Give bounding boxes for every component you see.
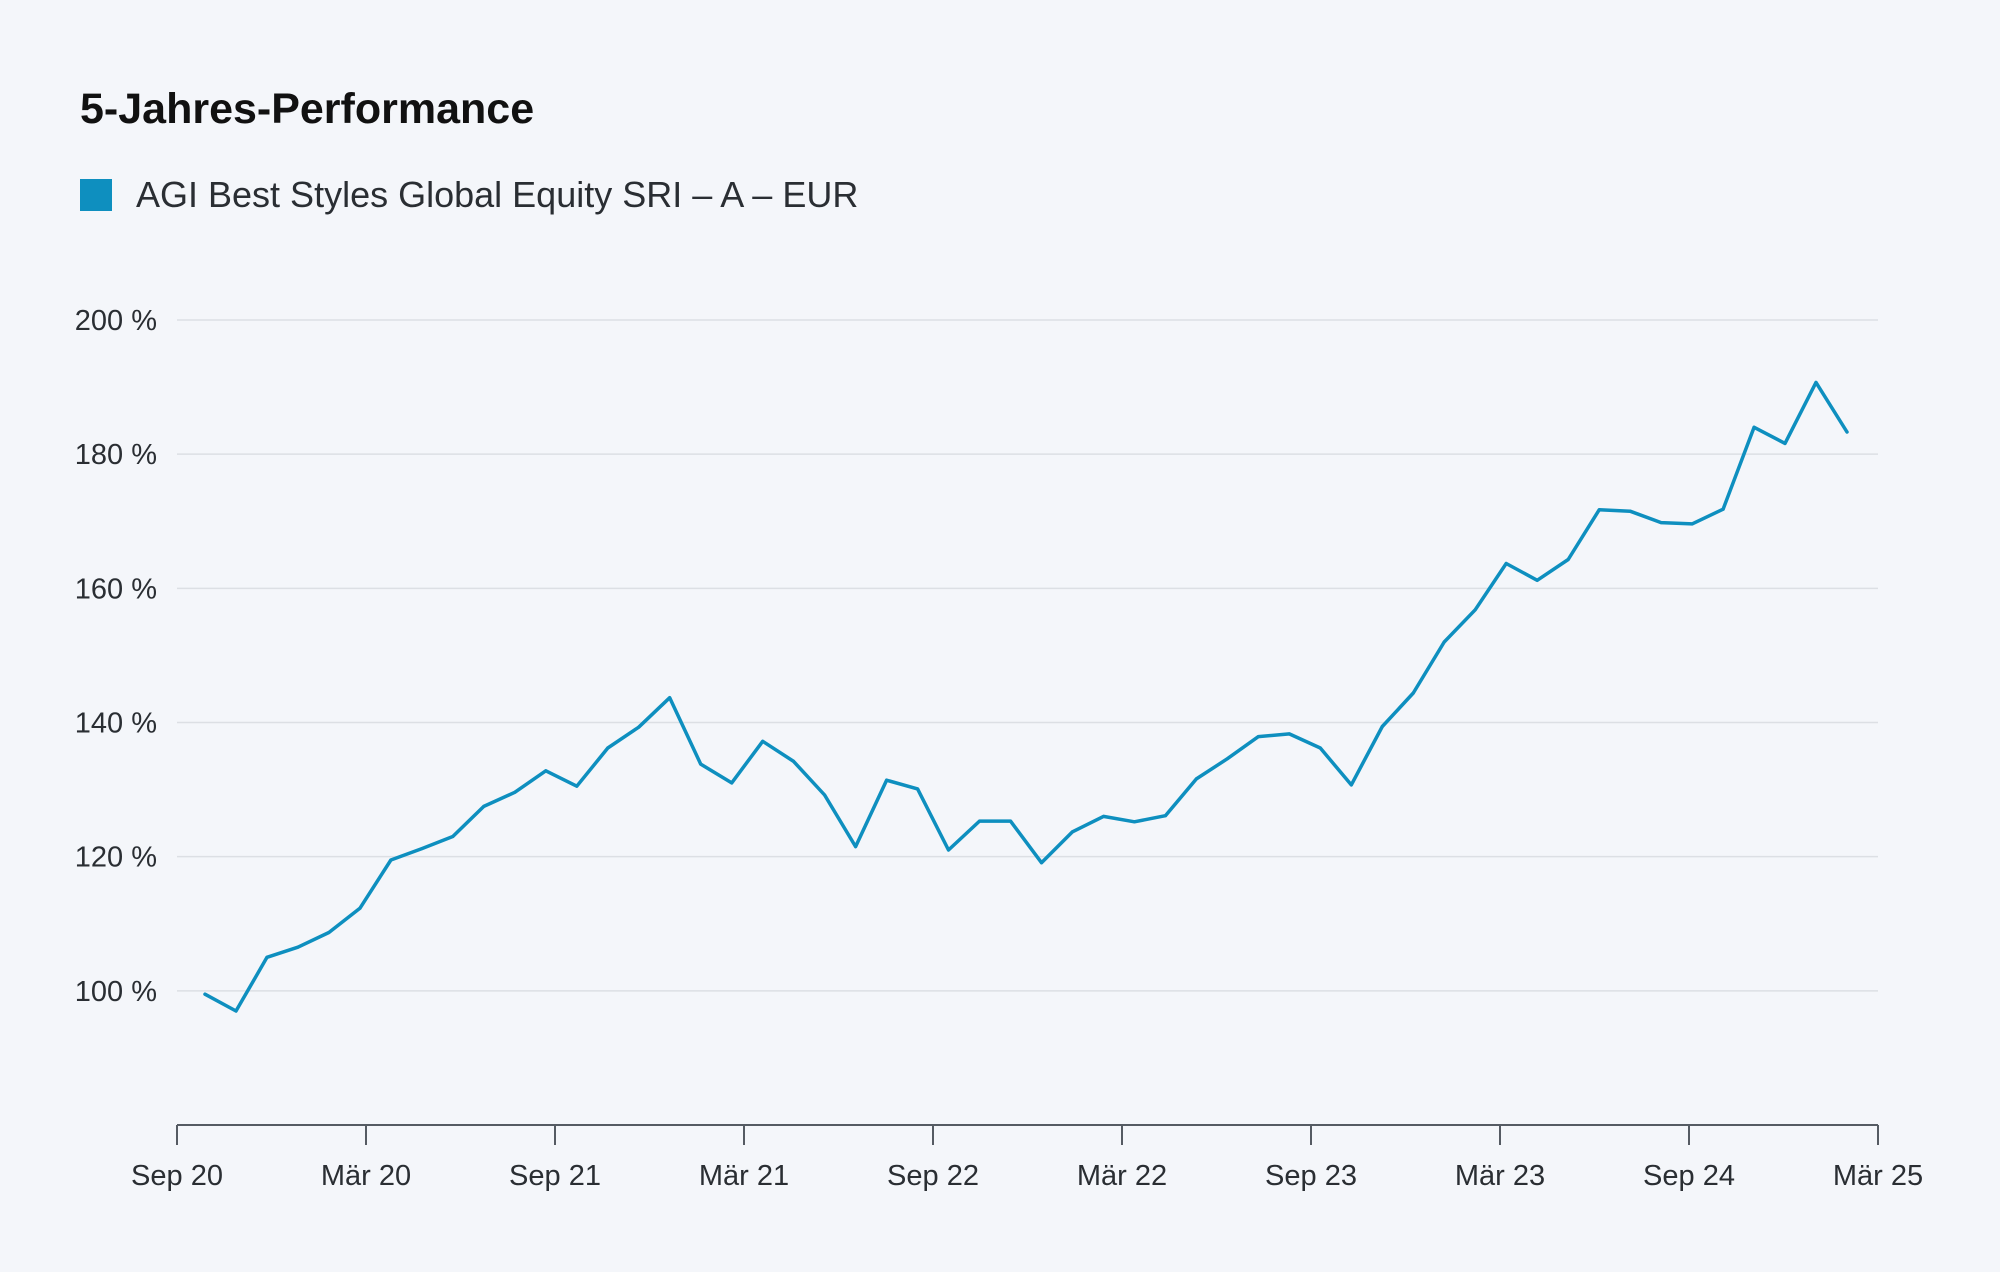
grid <box>177 319 1878 992</box>
data-point <box>792 759 796 763</box>
data-point <box>699 762 703 766</box>
data-point <box>1535 578 1539 582</box>
data-point <box>1163 814 1167 818</box>
data-point <box>1814 380 1818 384</box>
data-point <box>575 784 579 788</box>
legend-label: AGI Best Styles Global Equity SRI – A – … <box>136 174 858 215</box>
data-point <box>947 848 950 852</box>
data-point <box>761 739 765 743</box>
data-point <box>1845 430 1849 434</box>
x-tick-label: Sep 21 <box>509 1160 601 1192</box>
y-tick-label: 120 % <box>75 842 157 874</box>
y-tick-label: 200 % <box>75 305 157 337</box>
data-point <box>1504 562 1508 565</box>
data-point <box>1690 522 1694 526</box>
data-point <box>885 778 889 782</box>
data-point <box>1721 507 1725 511</box>
x-axis-ticks <box>176 1125 1879 1145</box>
data-point <box>1102 814 1105 818</box>
data-point <box>1566 558 1570 561</box>
x-tick-label: Mär 25 <box>1833 1160 1923 1192</box>
data-point <box>1442 640 1446 644</box>
x-tick-label: Mär 20 <box>321 1160 411 1192</box>
y-tick-label: 140 % <box>75 708 157 740</box>
data-point <box>1783 441 1787 445</box>
data-point <box>358 906 362 910</box>
data-point <box>1009 819 1012 823</box>
data-point <box>1628 509 1632 513</box>
data-point <box>327 931 331 934</box>
data-point <box>296 945 300 949</box>
x-tick-label: Sep 24 <box>1643 1160 1735 1192</box>
data-point <box>1225 757 1229 761</box>
data-point <box>1380 725 1384 728</box>
data-point <box>823 793 827 797</box>
data-point <box>916 787 920 791</box>
y-tick-label: 180 % <box>75 439 157 471</box>
data-point <box>1597 508 1601 512</box>
x-tick-label: Sep 20 <box>131 1160 223 1192</box>
data-point <box>1071 830 1074 834</box>
data-point <box>482 804 486 808</box>
y-axis-labels: 100 % 120 % 140 % 160 % 180 % 200 % <box>75 305 157 1008</box>
data-point <box>420 847 424 851</box>
x-tick-label: Sep 23 <box>1265 1160 1357 1192</box>
data-point <box>1411 691 1415 695</box>
x-tick-label: Mär 22 <box>1077 1160 1167 1192</box>
data-point <box>1132 820 1136 824</box>
data-point <box>203 992 207 996</box>
legend-swatch <box>80 179 112 211</box>
data-point <box>730 781 734 785</box>
data-point <box>513 790 517 794</box>
data-point <box>451 835 455 838</box>
data-point <box>1256 735 1260 739</box>
chart-title: 5-Jahres-Performance <box>80 85 534 133</box>
data-point <box>637 725 641 729</box>
x-axis-labels: Sep 20 Mär 20 Sep 21 Mär 21 Sep 22 Mär 22 Sep … <box>131 1160 1923 1192</box>
series-line <box>203 380 1849 1013</box>
data-point <box>978 819 981 823</box>
data-point <box>1287 732 1291 736</box>
data-point <box>389 858 393 862</box>
x-tick-label: Mär 21 <box>699 1160 789 1192</box>
data-point <box>544 769 548 773</box>
data-point <box>1040 861 1043 865</box>
data-point <box>1194 777 1198 781</box>
data-point <box>1659 521 1663 525</box>
data-points <box>203 380 1849 1013</box>
data-point <box>668 696 672 700</box>
legend: AGI Best Styles Global Equity SRI – A – … <box>80 174 858 215</box>
y-tick-label: 160 % <box>75 573 157 605</box>
data-point <box>1473 608 1477 612</box>
x-tick-label: Sep 22 <box>887 1160 979 1192</box>
data-point <box>1752 425 1756 429</box>
data-point <box>234 1009 238 1013</box>
data-point <box>1318 746 1322 750</box>
data-point <box>265 955 269 959</box>
data-point <box>854 845 858 849</box>
data-point <box>606 746 610 750</box>
y-tick-label: 100 % <box>75 976 157 1008</box>
data-point <box>1349 783 1353 787</box>
x-tick-label: Mär 23 <box>1455 1160 1545 1192</box>
